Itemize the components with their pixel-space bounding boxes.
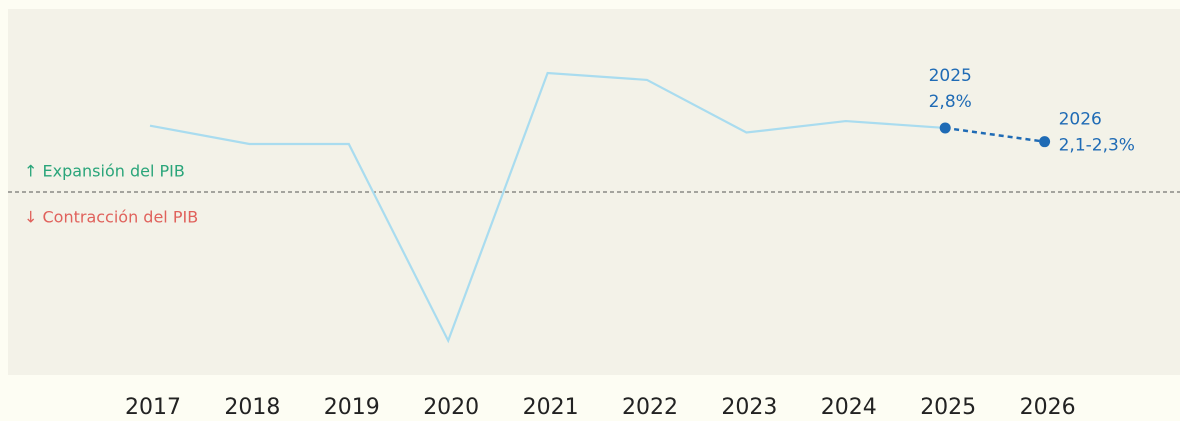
x-tick-label: 2018 bbox=[224, 395, 280, 420]
data-label: 2,8% bbox=[929, 92, 972, 112]
x-tick-label: 2017 bbox=[125, 395, 181, 420]
data-label: 2,1-2,3% bbox=[1059, 136, 1135, 156]
x-tick-label: 2022 bbox=[622, 395, 678, 420]
series-line bbox=[945, 126, 1045, 143]
x-tick-label: 2024 bbox=[821, 395, 877, 420]
data-label-year: 2025 bbox=[929, 66, 972, 86]
x-tick-label: 2023 bbox=[721, 395, 777, 420]
point bbox=[1039, 136, 1051, 148]
data-label-year: 2026 bbox=[1059, 110, 1102, 130]
x-tick-label: 2025 bbox=[920, 395, 976, 420]
series-line bbox=[149, 71, 946, 344]
x-tick-label: 2020 bbox=[423, 395, 479, 420]
x-tick-label: 2026 bbox=[1020, 395, 1076, 420]
annotation: ↑ Expansión del PIB bbox=[24, 162, 185, 181]
point bbox=[939, 122, 951, 134]
annotation: ↓ Contracción del PIB bbox=[24, 208, 198, 227]
x-tick-label: 2021 bbox=[523, 395, 579, 420]
x-tick-label: 2019 bbox=[324, 395, 380, 420]
